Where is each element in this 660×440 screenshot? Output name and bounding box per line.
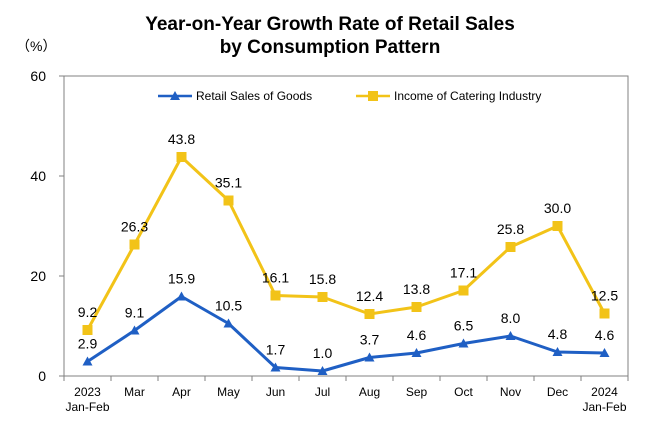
x-tick-label: Nov — [500, 385, 521, 399]
data-point-square — [223, 195, 234, 206]
x-tick-label: 2024 Jan-Feb — [582, 385, 626, 414]
data-point-square — [270, 290, 281, 301]
data-label: 12.5 — [591, 288, 618, 304]
x-tick-label: May — [217, 385, 240, 399]
series-line — [86, 295, 605, 373]
y-tick-label: 40 — [30, 168, 46, 184]
data-label: 26.3 — [121, 219, 148, 235]
data-point-square — [317, 292, 328, 302]
series-lines — [86, 155, 606, 373]
data-label: 3.7 — [360, 332, 380, 348]
data-label: 1.0 — [313, 345, 333, 361]
chart-legend: Retail Sales of Goods Income of Catering … — [158, 89, 541, 103]
series-markers — [82, 152, 610, 375]
legend-label: Retail Sales of Goods — [196, 89, 312, 103]
data-label: 9.2 — [78, 304, 98, 320]
x-tick-label: Jun — [266, 385, 285, 399]
data-label: 2.9 — [78, 336, 98, 352]
data-label: 25.8 — [497, 221, 524, 237]
data-point-square — [364, 309, 375, 319]
data-point-triangle — [552, 347, 563, 356]
data-point-triangle — [317, 366, 328, 375]
data-label: 12.4 — [356, 288, 383, 304]
y-tick-label: 0 — [38, 368, 46, 384]
data-label: 9.1 — [125, 305, 145, 321]
chart-title-line-1: Year-on-Year Growth Rate of Retail Sales — [145, 14, 515, 35]
data-point-triangle — [458, 338, 469, 348]
data-point-triangle — [82, 356, 93, 366]
series-line — [86, 155, 606, 331]
x-tick-label: Dec — [547, 385, 568, 399]
x-tick-label: Oct — [454, 385, 473, 399]
data-label: 15.9 — [168, 271, 195, 287]
legend-label: Income of Catering Industry — [394, 89, 541, 103]
data-point-square — [505, 242, 516, 252]
data-label: 1.7 — [266, 342, 286, 358]
data-label: 6.5 — [454, 318, 474, 334]
y-axis-unit-label: （%） — [16, 38, 57, 54]
data-point-triangle — [505, 331, 516, 340]
data-point-triangle — [170, 91, 180, 100]
data-point-triangle — [270, 362, 281, 372]
data-labels: 2.9 9.1 15.9 10.5 1.7 1.0 3.7 4.6 6.5 8.0 4.8 4.6 9.… — [78, 131, 619, 361]
data-point-triangle — [176, 291, 187, 301]
data-point-triangle — [129, 325, 140, 335]
x-tick-label: 2023 Jan-Feb — [65, 385, 109, 414]
data-point-square — [599, 308, 610, 319]
plot-area-border — [63, 75, 629, 377]
data-point-square — [411, 302, 422, 312]
data-label: 4.8 — [548, 326, 568, 342]
data-label: 4.6 — [595, 327, 615, 343]
x-tick-label: Apr — [172, 385, 191, 399]
data-label: 13.8 — [403, 281, 430, 297]
data-point-triangle — [223, 318, 234, 328]
x-tick-label: Mar — [124, 385, 145, 399]
data-point-square — [552, 221, 563, 231]
data-label: 35.1 — [215, 175, 242, 191]
data-label: 10.5 — [215, 298, 242, 314]
data-label: 17.1 — [450, 265, 477, 281]
data-point-square — [368, 91, 378, 101]
y-tick-label: 20 — [30, 268, 46, 284]
data-label: 30.0 — [544, 200, 571, 216]
data-label: 16.1 — [262, 270, 289, 286]
data-label: 15.8 — [309, 271, 336, 287]
data-point-triangle — [364, 352, 375, 362]
data-label: 4.6 — [407, 327, 427, 343]
data-point-triangle — [411, 348, 422, 357]
x-tick-label: Sep — [406, 385, 428, 399]
data-point-square — [458, 285, 469, 296]
chart-axes: 0 20 40 60 2023 Jan-Feb Mar Apr May Jun Jul Aug Sep O… — [30, 68, 629, 414]
y-tick-label: 60 — [30, 68, 46, 84]
data-point-square — [82, 325, 93, 335]
x-tick-label: Jul — [315, 385, 330, 399]
data-point-square — [176, 152, 187, 162]
x-tick-label: Aug — [359, 385, 380, 399]
data-label: 43.8 — [168, 131, 195, 147]
chart-title-line-2: by Consumption Pattern — [219, 37, 441, 58]
data-point-square — [129, 239, 140, 250]
data-point-triangle — [599, 348, 610, 357]
data-label: 8.0 — [501, 310, 521, 326]
